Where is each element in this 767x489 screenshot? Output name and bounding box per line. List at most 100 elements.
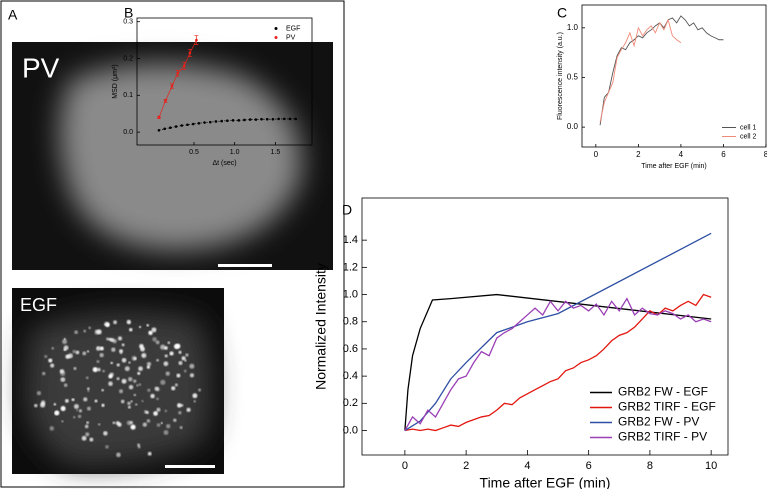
x-tick-label: 2 (463, 460, 469, 472)
x-tick-label: 10 (705, 460, 717, 472)
speckle (102, 369, 105, 373)
x-tick-label: 8 (764, 150, 767, 159)
speckle (81, 435, 87, 441)
speckle (124, 366, 130, 372)
marker (237, 119, 241, 122)
speckle (42, 371, 46, 376)
speckle (147, 451, 152, 456)
speckle (153, 411, 158, 416)
speckle (83, 397, 88, 402)
marker (220, 119, 223, 123)
legend-label: cell 2 (740, 133, 756, 140)
speckle (72, 349, 76, 354)
x-tick-label: 0 (594, 150, 599, 159)
marker (176, 71, 179, 75)
speckle (178, 411, 182, 415)
panel-label: D (342, 202, 352, 218)
marker (260, 117, 263, 121)
x-tick-label: 6 (586, 460, 592, 472)
speckle (156, 397, 159, 401)
x-tick-label: 1.5 (271, 149, 281, 156)
marker (265, 117, 269, 121)
panel-label: A (8, 7, 18, 23)
speckle (92, 367, 98, 373)
speckle (113, 320, 117, 325)
speckle (131, 355, 137, 361)
speckle (163, 361, 169, 367)
speckle (163, 430, 169, 435)
legend-marker (274, 27, 278, 30)
speckle (86, 387, 90, 390)
plot-frame (361, 197, 729, 456)
speckle (166, 424, 171, 429)
y-tick-label: 0.3 (123, 19, 133, 26)
legend-label: PV (286, 34, 296, 41)
speckle (108, 381, 113, 386)
legend-label: GRB2 FW - PV (618, 415, 699, 429)
speckle (127, 376, 133, 382)
speckle (77, 414, 82, 419)
marker (195, 38, 198, 42)
image-label: PV (22, 52, 60, 83)
speckle (73, 404, 79, 410)
speckle (48, 358, 53, 363)
speckle (181, 356, 186, 361)
speckle (85, 432, 90, 437)
speckle (185, 353, 189, 357)
y-tick-label: 1.0 (567, 23, 579, 32)
legend-label: GRB2 FW - EGF (618, 385, 708, 399)
speckle (76, 409, 79, 412)
y-tick-label: 0.0 (343, 424, 358, 436)
speckle (97, 367, 101, 372)
speckle (167, 341, 171, 345)
speckle (89, 437, 94, 442)
plot-frame (581, 4, 767, 148)
speckle (146, 324, 149, 327)
speckle (75, 350, 80, 355)
marker (277, 117, 280, 121)
panel-a-frame (0, 0, 345, 488)
speckle (141, 352, 147, 359)
speckle (88, 326, 91, 330)
x-tick-label: 0.5 (189, 149, 199, 156)
y-tick-label: 0.2 (123, 55, 133, 62)
speckle (146, 419, 151, 423)
speckle (129, 328, 133, 332)
speckle (51, 346, 55, 350)
chart: 0 2 4 6 8 10 0.0 0.2 0.4 0.6 0.8 1.0 1.2 1.4 Time afte… (313, 197, 729, 489)
speckle (155, 340, 160, 345)
panel-label: B (124, 5, 133, 21)
speckle (86, 350, 90, 353)
speckle (87, 389, 90, 392)
marker (170, 84, 174, 88)
speckle (117, 422, 122, 427)
speckle (151, 327, 157, 333)
speckle (83, 329, 87, 333)
legend-label: cell 1 (740, 124, 756, 131)
marker (157, 128, 161, 132)
speckle (154, 386, 159, 391)
marker (294, 117, 298, 121)
marker (271, 117, 275, 121)
speckle (139, 343, 144, 349)
speckle (116, 377, 120, 381)
speckle (120, 399, 125, 404)
speckle (85, 376, 89, 380)
y-tick-label: 0.8 (343, 316, 358, 328)
speckle (137, 371, 141, 375)
marker (226, 119, 229, 123)
speckle (60, 377, 66, 382)
legend-label: GRB2 TIRF - PV (618, 430, 707, 444)
y-tick-label: 0.1 (123, 92, 133, 99)
speckle (71, 398, 75, 402)
x-axis-label: Time after EGF (min) (480, 475, 611, 489)
pv-image: PV (12, 42, 333, 270)
y-tick-label: 0.2 (343, 397, 358, 409)
speckle (160, 379, 166, 385)
y-tick-label: 1.2 (343, 261, 358, 273)
speckle (94, 329, 98, 333)
x-tick-label: 0 (402, 460, 408, 472)
speckle (103, 431, 108, 436)
chart: 0 2 4 6 8 0.0 0.5 1.0 Time after EGF (min) Fluore… (557, 4, 767, 170)
speckle (74, 330, 78, 335)
